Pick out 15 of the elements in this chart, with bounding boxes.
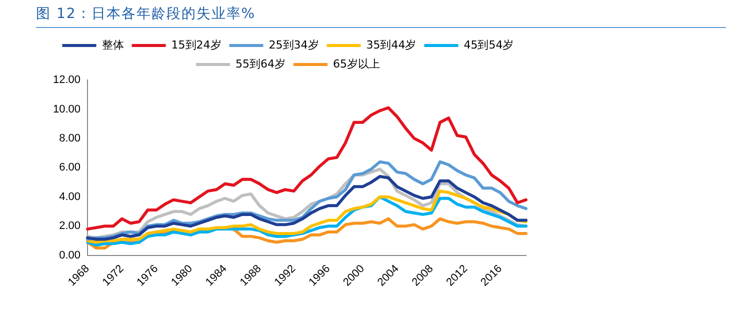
legend-label: 65岁以上 bbox=[333, 57, 380, 70]
chart-title: 图 12：日本各年龄段的失业率% bbox=[36, 5, 726, 28]
legend-label: 整体 bbox=[102, 38, 124, 52]
y-tick-label: 4.00 bbox=[59, 190, 81, 203]
legend-label: 45到54岁 bbox=[464, 38, 514, 52]
legend-label: 35到44岁 bbox=[366, 38, 416, 52]
y-tick-label: 6.00 bbox=[59, 162, 81, 174]
y-tick-label: 10.00 bbox=[52, 103, 81, 116]
legend-label: 25到34岁 bbox=[268, 38, 319, 52]
y-tick-label: 8.00 bbox=[59, 132, 81, 144]
y-tick-label: 0.00 bbox=[59, 249, 81, 262]
y-tick-label: 12.00 bbox=[52, 74, 81, 86]
y-tick-label: 2.00 bbox=[59, 220, 81, 232]
legend-label: 55到64岁 bbox=[236, 57, 286, 70]
legend-label: 15到24岁 bbox=[171, 38, 222, 52]
